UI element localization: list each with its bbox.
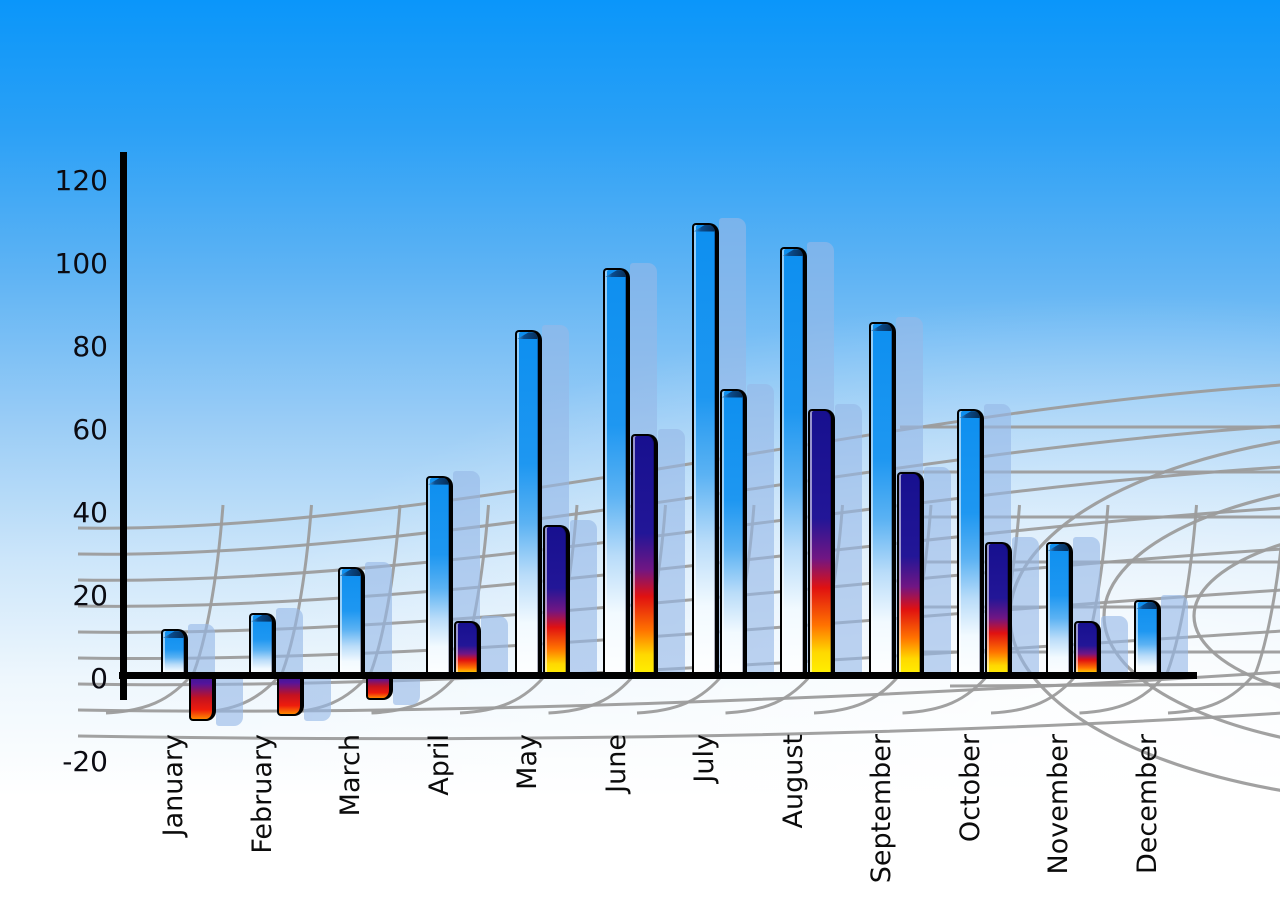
- bar-december-series1: [1134, 600, 1161, 679]
- x-label-november: November: [1043, 734, 1074, 875]
- x-label-august: August: [777, 734, 809, 829]
- x-label-march: March: [335, 734, 366, 817]
- grid-line: [949, 682, 1280, 688]
- x-label-june: June: [600, 734, 632, 793]
- bar-depth-shadow: [187, 624, 215, 679]
- x-label-january: January: [158, 734, 189, 837]
- bar-depth-shadow: [276, 607, 303, 679]
- bar-october-series1: [957, 409, 984, 679]
- bar-june-series1: [603, 268, 630, 679]
- x-axis-baseline: [119, 672, 1197, 679]
- y-tick-100: 100: [54, 247, 108, 280]
- bar-depth-shadow: [923, 466, 951, 679]
- grid-line: [1167, 543, 1280, 715]
- bar-depth-shadow: [569, 520, 597, 679]
- y-tick-60: 60: [72, 413, 108, 446]
- bar-march-series1: [337, 566, 365, 679]
- x-label-october: October: [954, 734, 986, 843]
- bar-july-series1: [691, 222, 719, 679]
- bar-depth-shadow: [304, 672, 331, 722]
- bar-depth-shadow: [364, 561, 392, 679]
- bar-august-series1: [780, 247, 807, 679]
- bar-october-series2: [985, 542, 1012, 679]
- grid-arc: [1192, 543, 1280, 689]
- bar-february-series2: [277, 672, 304, 717]
- bar-november-series1: [1045, 542, 1073, 679]
- bar-february-series1: [249, 612, 276, 679]
- bar-may-series1: [514, 330, 542, 679]
- bar-depth-shadow: [1012, 537, 1039, 679]
- grid-line: [77, 711, 1280, 741]
- x-label-february: February: [246, 734, 278, 854]
- bar-depth-shadow: [835, 404, 862, 679]
- x-label-july: July: [689, 734, 720, 783]
- bar-depth-shadow: [658, 429, 685, 679]
- y-axis-line: [120, 152, 127, 700]
- y-tick-40: 40: [72, 496, 108, 529]
- y-tick-20: 20: [72, 579, 108, 612]
- y-tick--20: -20: [62, 745, 108, 778]
- bar-april-series2: [454, 620, 481, 679]
- bar-september-series1: [868, 322, 896, 679]
- bar-january-series1: [160, 629, 188, 679]
- bar-depth-shadow: [481, 615, 508, 679]
- bar-april-series1: [426, 475, 453, 679]
- x-label-april: April: [423, 734, 455, 796]
- y-tick-0: 0: [90, 662, 108, 695]
- y-tick-120: 120: [54, 164, 108, 197]
- bar-may-series2: [542, 525, 570, 679]
- bar-depth-shadow: [1100, 615, 1128, 679]
- bar-june-series2: [631, 434, 658, 679]
- bar-depth-shadow: [746, 383, 774, 679]
- bar-july-series2: [719, 388, 747, 679]
- x-label-december: December: [1131, 734, 1163, 875]
- bar-september-series2: [896, 471, 924, 679]
- x-label-september: September: [866, 734, 897, 884]
- bar-november-series2: [1073, 620, 1101, 679]
- bar-depth-shadow: [1161, 595, 1188, 679]
- y-tick-80: 80: [72, 330, 108, 363]
- bar-january-series2: [188, 672, 216, 721]
- bar-depth-shadow: [215, 672, 243, 726]
- bar-august-series2: [808, 409, 835, 679]
- x-label-may: May: [512, 734, 543, 790]
